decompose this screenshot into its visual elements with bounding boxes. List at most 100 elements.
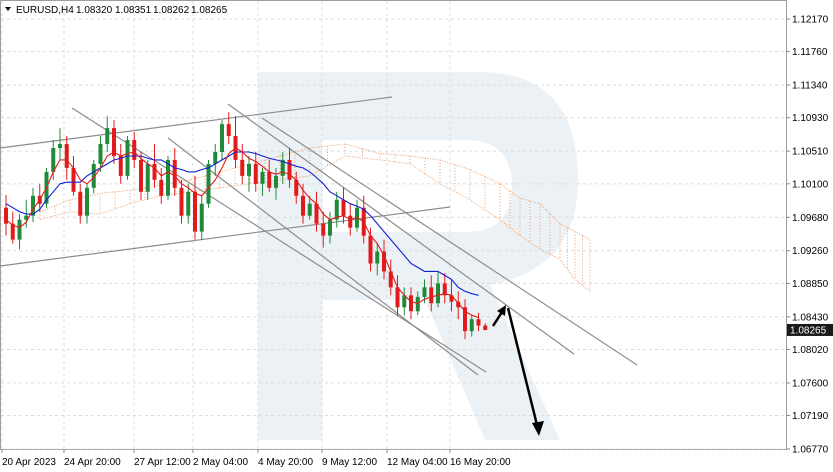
candle-body	[442, 283, 447, 296]
candle-body	[463, 307, 467, 332]
candle-body	[375, 251, 380, 264]
arrow-down-shaft	[506, 307, 539, 426]
candle-body	[132, 140, 137, 160]
candle-body	[422, 287, 427, 297]
candlestick-series	[4, 112, 488, 340]
price-axis: 1.12170 1.11760 1.11340 1.10930 1.10510 1.101…	[786, 15, 833, 456]
senkou-span-a	[39, 155, 591, 292]
candle-body	[145, 163, 150, 192]
arrow-up-head	[497, 305, 506, 316]
candle-body	[348, 215, 353, 228]
arrow-up-shaft	[491, 311, 504, 327]
ohlc-close: 1.08265	[191, 5, 228, 16]
candle-body	[260, 171, 265, 184]
candle-body	[253, 163, 258, 184]
time-tick-label: 20 Apr 2023	[2, 457, 56, 468]
price-tick-label: 1.06770	[792, 445, 829, 456]
candle-body	[166, 159, 170, 196]
candle-body	[139, 159, 143, 192]
candle-body	[172, 159, 177, 188]
candle-body	[368, 235, 373, 264]
candle-body	[213, 151, 218, 164]
ohlc-open: 1.08320	[76, 5, 113, 16]
tenkan-line	[5, 147, 479, 319]
candle-body	[301, 195, 305, 216]
candle-body	[91, 163, 96, 188]
candle-body	[294, 179, 299, 196]
price-tick-label: 1.10100	[792, 179, 829, 190]
time-tick-label: 27 Apr 12:00	[134, 457, 191, 468]
price-tick-label: 1.08020	[792, 345, 829, 356]
candle-body	[402, 295, 407, 308]
trend-line	[167, 137, 479, 376]
price-tick-label: 1.10510	[792, 147, 829, 158]
candle-body	[328, 219, 332, 236]
candle-body	[395, 287, 400, 308]
time-tick-label: 9 May 12:00	[322, 457, 377, 468]
arrow-down-head	[532, 421, 544, 436]
price-tick-label: 1.09260	[792, 246, 829, 257]
price-tick-label: 1.11760	[792, 47, 828, 58]
candle-body	[267, 171, 272, 188]
candle-body	[10, 223, 15, 240]
time-tick-label: 4 May 20:00	[258, 457, 313, 468]
candle-body	[226, 124, 231, 137]
candle-body	[388, 271, 393, 288]
candle-body	[98, 144, 103, 164]
candle-body	[409, 295, 413, 312]
triangle-down-icon[interactable]	[5, 7, 11, 11]
price-tick-label: 1.07600	[792, 378, 829, 389]
candle-body	[314, 203, 319, 224]
price-tick-label: 1.08430	[792, 312, 829, 323]
candle-body	[341, 199, 346, 216]
candle-body	[105, 128, 110, 145]
time-axis: 20 Apr 2023 24 Apr 20:00 27 Apr 12:00 2 May…	[1, 449, 511, 468]
candle-body	[152, 163, 157, 180]
candle-body	[240, 159, 245, 176]
candle-body	[64, 144, 69, 168]
candle-body	[118, 155, 123, 176]
time-tick-label: 2 May 04:00	[193, 457, 248, 468]
candle-body	[382, 251, 386, 272]
candle-body	[4, 207, 8, 224]
candle-body	[24, 215, 29, 220]
forecast-arrows	[491, 305, 544, 436]
candle-body	[71, 167, 76, 192]
candle-body	[274, 175, 278, 188]
price-tick-label: 1.12170	[792, 15, 829, 26]
candle-body	[78, 191, 83, 216]
candle-body	[31, 195, 35, 216]
candle-body	[449, 295, 454, 302]
candle-body	[159, 179, 164, 196]
candle-body	[436, 283, 440, 304]
current-price-tag	[787, 323, 833, 336]
candle-body	[280, 159, 285, 176]
candle-body	[415, 296, 420, 312]
ichimoku-lines	[5, 147, 479, 319]
candle-body	[179, 187, 184, 216]
price-tick-label: 1.09680	[792, 213, 829, 224]
current-price-label: 1.08265	[790, 325, 827, 336]
candle-body	[476, 319, 481, 326]
plot-area[interactable]	[0, 0, 787, 450]
trend-line	[227, 103, 575, 355]
trend-line	[0, 206, 451, 267]
ohlc-low: 1.08262	[153, 5, 190, 16]
candle-body	[483, 325, 488, 330]
price-tick-label: 1.07190	[792, 411, 829, 422]
candle-body	[247, 163, 251, 176]
ohlc-high: 1.08351	[115, 5, 152, 16]
candle-body	[112, 128, 116, 156]
candle-body	[193, 191, 197, 232]
symbol-label: EURUSD,H4	[16, 5, 74, 16]
price-tick-label: 1.08850	[792, 279, 829, 290]
price-tick-label: 1.10930	[792, 113, 829, 124]
time-tick-label: 24 Apr 20:00	[64, 457, 121, 468]
candle-body	[85, 187, 89, 216]
candle-body	[17, 219, 22, 240]
price-tick-label: 1.11340	[792, 81, 828, 92]
time-tick-label: 12 May 04:00	[387, 457, 448, 468]
candle-body	[199, 203, 204, 232]
candle-body	[220, 124, 224, 152]
